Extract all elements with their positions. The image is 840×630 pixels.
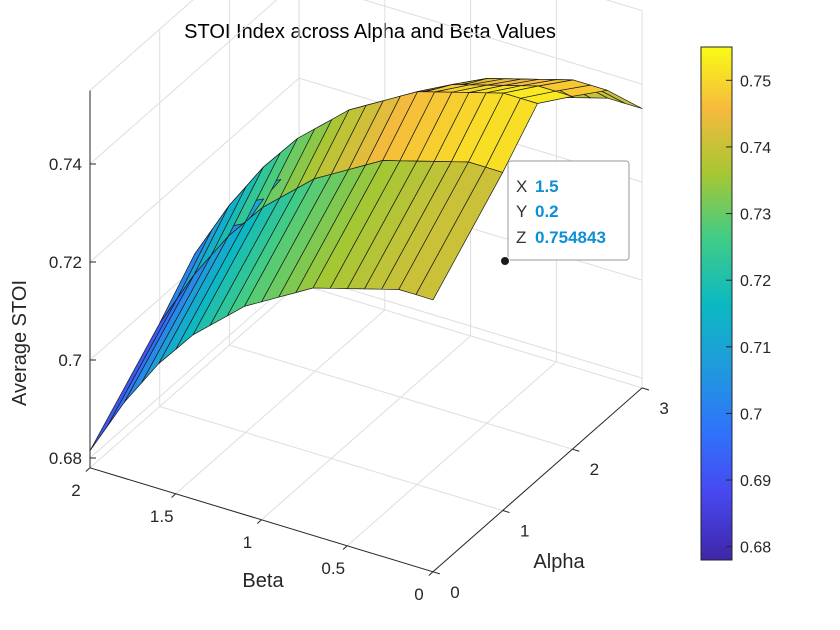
tick-labels: 0 1 2 3 0 0.5 1 1.5 2 0.68 0.7 0.72 0.74 — [49, 155, 669, 604]
z-tick-label: 0.68 — [49, 449, 82, 468]
colorbar-tick-label: 0.7 — [740, 406, 762, 423]
colorbar-tick-label: 0.74 — [740, 140, 771, 157]
y-tick-mark — [342, 545, 348, 550]
y-tick-label: 1 — [243, 533, 252, 552]
surface-patch — [106, 274, 195, 427]
grid-line-beta-floor — [261, 335, 471, 521]
z-tick-label: 0.7 — [58, 351, 82, 370]
axis-lines — [85, 90, 650, 576]
chart-title: STOI Index across Alpha and Beta Values — [184, 21, 556, 43]
datatip-z-value: 0.754843 — [535, 228, 606, 247]
x-tick-mark — [502, 510, 510, 514]
colorbar-tick-label: 0.72 — [740, 273, 771, 290]
x-axis-line — [432, 387, 643, 573]
y-tick-label: 0.5 — [321, 559, 345, 578]
datatip-x-key: X — [516, 177, 527, 196]
colorbar-gradient — [700, 46, 733, 561]
z-axis-label: Average STOI — [9, 280, 31, 406]
x-tick-label: 1 — [520, 522, 529, 541]
grid-line-z-back — [89, 77, 300, 263]
datatip-y-key: Y — [516, 202, 527, 221]
x-tick-label: 3 — [659, 399, 668, 418]
datatip-x-value: 1.5 — [535, 177, 559, 196]
y-tick-mark — [428, 571, 434, 576]
x-tick-mark — [432, 571, 441, 575]
grid-line-z-side — [298, 273, 643, 379]
grid-lines — [89, 0, 643, 573]
surface-patch — [89, 298, 178, 452]
grid-line-beta-floor — [89, 283, 300, 469]
datatip-marker — [500, 256, 510, 266]
x-tick-label: 0 — [450, 583, 459, 602]
datatip-z-key: Z — [516, 228, 526, 247]
box-edge — [89, 0, 194, 91]
x-axis-label: Alpha — [533, 551, 585, 573]
x-tick-label: 2 — [590, 460, 599, 479]
colorbar-tick-label: 0.71 — [740, 340, 771, 357]
grid-line-z-back — [89, 0, 278, 165]
y-axis-label: Beta — [242, 570, 284, 592]
y-tick-label: 0 — [414, 585, 423, 604]
y-tick-mark — [256, 519, 262, 524]
x-tick-mark — [572, 448, 580, 452]
datatip-box — [507, 160, 630, 261]
z-tick-label: 0.74 — [49, 155, 82, 174]
colorbar-tick-label: 0.75 — [740, 73, 771, 90]
grid-line-beta-floor — [175, 309, 386, 495]
surface — [89, 78, 643, 452]
colorbar-tick-label: 0.68 — [740, 540, 771, 557]
y-tick-mark — [171, 493, 177, 498]
colorbar[interactable]: 0.68 0.69 0.7 0.71 0.72 0.73 0.74 0.75 — [700, 46, 771, 561]
y-tick-mark — [85, 467, 91, 472]
z-tick-label: 0.72 — [49, 253, 82, 272]
x-tick-mark — [641, 387, 650, 391]
grid-line-beta-floor — [346, 361, 557, 547]
datatip-y-value: 0.2 — [535, 202, 559, 221]
datatip[interactable]: X 1.5 Y 0.2 Z 0.754843 — [500, 160, 630, 266]
colorbar-tick-label: 0.69 — [740, 473, 771, 490]
grid-line-z-back — [89, 273, 300, 459]
y-tick-label: 2 — [71, 481, 80, 500]
grid-line-z-side — [363, 0, 643, 85]
colorbar-tick-label: 0.73 — [740, 207, 771, 224]
y-tick-label: 1.5 — [150, 507, 174, 526]
